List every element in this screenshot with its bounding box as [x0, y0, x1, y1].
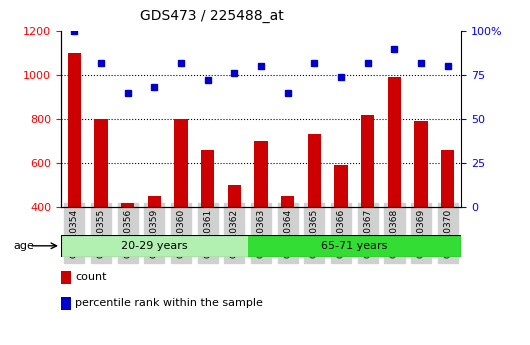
Bar	[248, 235, 461, 257]
Bar	[68, 53, 81, 207]
Bar	[281, 196, 294, 207]
Bar	[174, 119, 188, 207]
Text: GDS473 / 225488_at: GDS473 / 225488_at	[140, 9, 284, 23]
Bar	[94, 119, 108, 207]
Bar	[361, 115, 374, 207]
Bar	[441, 150, 454, 207]
Bar	[414, 121, 428, 207]
Bar	[308, 135, 321, 207]
Text: count: count	[75, 272, 107, 282]
Bar	[254, 141, 268, 207]
Text: 20-29 years: 20-29 years	[121, 241, 188, 251]
Text: 65-71 years: 65-71 years	[321, 241, 387, 251]
Text: age: age	[13, 241, 34, 251]
Bar	[228, 185, 241, 207]
Bar	[388, 77, 401, 207]
Bar	[148, 196, 161, 207]
Text: percentile rank within the sample: percentile rank within the sample	[75, 298, 263, 308]
Bar	[121, 203, 134, 207]
Bar	[61, 235, 248, 257]
Bar	[201, 150, 214, 207]
Bar	[334, 165, 348, 207]
Bar	[61, 297, 71, 310]
Bar	[61, 271, 71, 284]
